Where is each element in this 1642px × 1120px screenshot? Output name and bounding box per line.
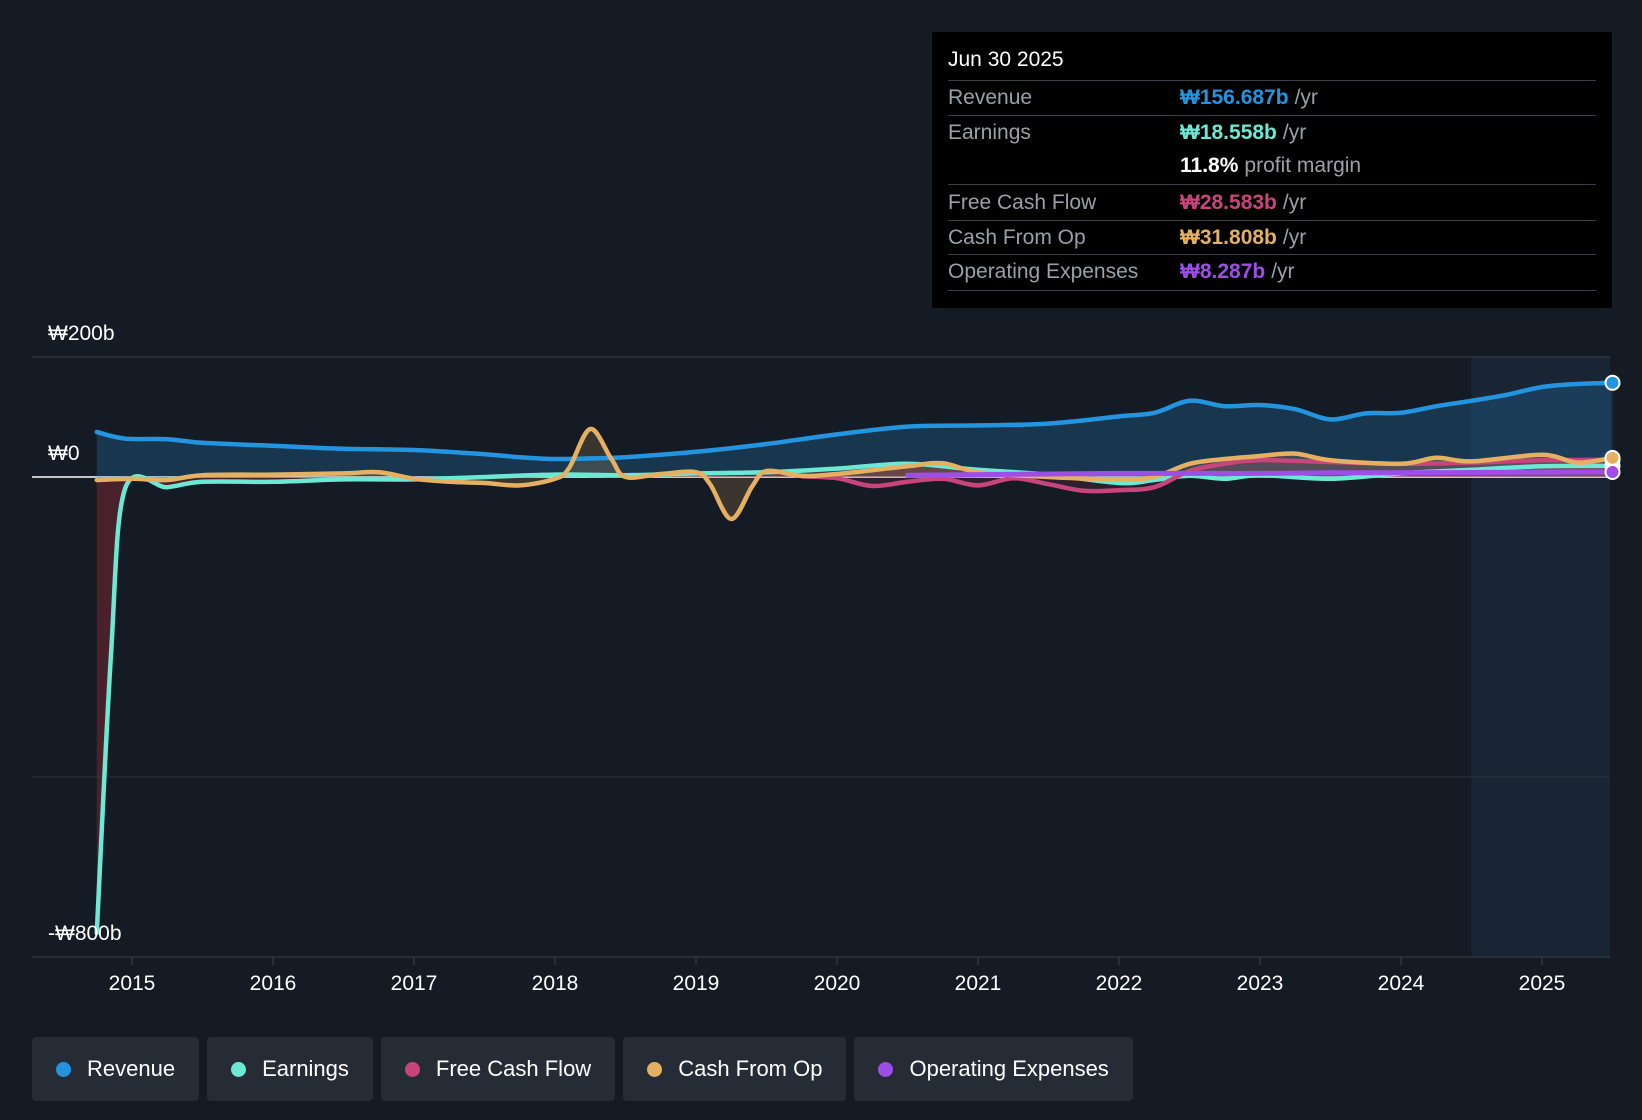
- earnings-series-line: [94, 461, 1615, 936]
- revenue-endpoint-marker: [1604, 374, 1621, 391]
- opex-endpoint-marker: [1604, 464, 1621, 481]
- tooltip-label: Revenue: [948, 86, 1033, 109]
- tooltip-unit: /yr: [1282, 121, 1307, 144]
- earnings-dot-icon: [231, 1061, 247, 1077]
- tooltip-unit: /yr: [1294, 86, 1318, 109]
- legend-item-revenue[interactable]: Revenue: [32, 1037, 200, 1101]
- legend-item-cfo[interactable]: Cash From Op: [623, 1037, 847, 1101]
- legend-item-earnings[interactable]: Earnings: [207, 1037, 373, 1101]
- x-tick-label: 2024: [1378, 972, 1425, 995]
- tooltip-row-margin: 11.8% profit margin: [948, 150, 1596, 185]
- tooltip-value-earnings: ₩18.558b: [1180, 121, 1277, 144]
- x-tick-label: 2016: [250, 972, 297, 995]
- legend-item-fcf[interactable]: Free Cash Flow: [380, 1037, 616, 1101]
- y-tick-label-zero: ₩0: [48, 442, 80, 465]
- fcf-dot-icon: [404, 1061, 420, 1077]
- legend-label: Earnings: [262, 1056, 349, 1081]
- legend-item-opex[interactable]: Operating Expenses: [854, 1037, 1133, 1101]
- x-tick-label: 2015: [109, 972, 156, 995]
- tooltip-row-cfo: Cash From Op ₩31.808b/yr: [948, 221, 1596, 255]
- opex-dot-icon: [878, 1061, 894, 1077]
- tooltip-label: Operating Expenses: [948, 260, 1139, 283]
- tooltip-value-cfo: ₩31.808b: [1180, 226, 1277, 249]
- cfo-series-line: [94, 426, 1615, 522]
- y-tick-label-bottom: -₩800b: [48, 922, 122, 945]
- tooltip-value-fcf: ₩28.583b: [1180, 191, 1277, 214]
- revenue-series-line: [94, 380, 1615, 462]
- y-tick-label-top: ₩200b: [48, 322, 115, 345]
- x-tick-label: 2022: [1096, 972, 1143, 995]
- tooltip-panel: Jun 30 2025 Revenue ₩156.687b/yr Earning…: [932, 32, 1612, 308]
- tooltip-row-opex: Operating Expenses ₩8.287b/yr: [948, 255, 1596, 291]
- tooltip-value-margin: 11.8%: [1180, 154, 1239, 177]
- tooltip-label: Earnings: [948, 121, 1031, 144]
- legend-label: Operating Expenses: [909, 1056, 1109, 1081]
- tooltip-label: Free Cash Flow: [948, 191, 1097, 214]
- tooltip-label: Cash From Op: [948, 226, 1086, 249]
- legend: Revenue Earnings Free Cash Flow Cash Fro…: [32, 1037, 1133, 1101]
- legend-label: Revenue: [87, 1056, 176, 1081]
- tooltip-unit: /yr: [1282, 191, 1307, 214]
- x-tick-label: 2025: [1519, 972, 1566, 995]
- tooltip-row-earnings: Earnings ₩18.558b/yr: [948, 116, 1596, 150]
- tooltip-value-opex: ₩8.287b: [1180, 260, 1266, 283]
- tooltip-unit: /yr: [1271, 260, 1295, 283]
- x-tick-label: 2017: [391, 972, 438, 995]
- x-tick-label: 2023: [1237, 972, 1284, 995]
- earnings-area: [96, 463, 1613, 933]
- tooltip-value-revenue: ₩156.687b: [1180, 86, 1289, 109]
- tooltip-date: Jun 30 2025: [948, 46, 1596, 81]
- tooltip-row-fcf: Free Cash Flow ₩28.583b/yr: [948, 185, 1596, 221]
- x-tick-label: 2021: [955, 972, 1002, 995]
- tooltip-label: [948, 150, 1180, 184]
- legend-label: Free Cash Flow: [435, 1056, 592, 1081]
- tooltip-unit: profit margin: [1244, 154, 1362, 177]
- revenue-dot-icon: [56, 1061, 71, 1077]
- x-tick-label: 2018: [532, 972, 579, 995]
- tooltip-row-revenue: Revenue ₩156.687b/yr: [948, 81, 1596, 116]
- cfo-endpoint-marker: [1604, 449, 1621, 466]
- x-tick-label: 2020: [814, 972, 861, 995]
- legend-label: Cash From Op: [678, 1056, 823, 1081]
- cfo-dot-icon: [647, 1061, 663, 1077]
- opex-series-line: [905, 469, 1615, 478]
- tooltip-unit: /yr: [1282, 226, 1307, 249]
- x-tick-label: 2019: [673, 972, 720, 995]
